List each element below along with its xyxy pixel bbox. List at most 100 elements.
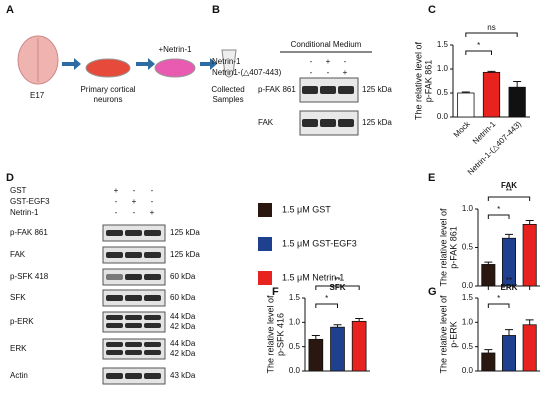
condition-sign: + [343,68,348,77]
blot-size: 125 kDa [170,228,200,237]
x-tick-label: Mock [452,119,473,140]
tube [221,49,237,78]
band [320,86,336,94]
y-tick-label: 0.0 [437,112,449,121]
treatment-label: +Netrin-1 [158,45,192,54]
significance-bracket [315,303,338,308]
band [320,119,336,127]
blot-size: 60 kDa [170,272,196,281]
band [125,323,142,328]
band [125,373,142,379]
y-tick-label: 1.5 [289,293,301,302]
arrow [62,58,81,70]
blot-name: p-FAK 861 [258,85,296,94]
samples-label: Collected [211,85,244,94]
bar [308,338,324,372]
error-bar [484,349,493,353]
condition-sign: - [133,208,136,217]
error-bar [525,220,534,225]
chart-title: FAK [501,181,517,190]
band [302,119,318,127]
band [125,342,142,347]
band [144,315,161,320]
legend-label: 1.5 μM GST [282,204,331,214]
blot-name: SFK [10,293,26,302]
band [338,86,354,94]
panel-label: C [428,4,436,16]
y-tick-label: 0.0 [289,366,301,375]
error-bar [505,233,513,239]
blot-name: p-ERK [10,317,34,326]
bar [508,86,526,118]
blot-name: FAK [258,118,274,127]
panel-a-drawing [17,35,237,85]
condition-sign: - [310,68,313,77]
y-axis-label: p-ERK [448,321,458,348]
panel-label: A [6,4,14,16]
significance-label: ** [506,276,512,285]
band [338,119,354,127]
stage-label: E17 [30,91,45,100]
y-tick-label: 1.5 [462,293,474,302]
y-axis-label: p-SFK 416 [275,313,285,356]
band [106,373,123,379]
significance-bracket [487,214,510,219]
band [106,323,123,328]
condition-sign: - [151,186,154,195]
band [106,295,123,301]
significance-label: * [497,205,500,214]
y-tick-label: 0.5 [437,88,449,97]
band [144,373,161,379]
y-axis-label: The relative level of [438,295,448,374]
significance-label: * [497,294,500,303]
condition-sign: + [114,186,119,195]
condition-sign: - [133,186,136,195]
band [144,350,161,355]
significance-bracket [465,50,492,55]
dish [154,58,196,78]
legend-swatch [258,203,272,217]
blot-size: 125 kDa [362,85,392,94]
blot-size: 125 kDa [362,118,392,127]
error-bar [333,324,342,328]
significance-label: ns [487,23,495,32]
significance-bracket [487,303,510,308]
y-axis-label: The relative level of [438,208,448,287]
y-tick-label: 0.0 [462,281,474,290]
panel-label: D [6,172,14,184]
band [106,274,123,280]
y-tick-label: 1.0 [437,64,449,73]
y-tick-label: 0.5 [289,342,301,351]
panel-label: F [272,286,279,298]
legend-label: 1.5 μM Netrin-1 [282,272,344,282]
condition-sign: - [344,57,347,66]
arrow [200,58,217,70]
condition-name: Netrin-1 [10,208,39,217]
samples-label: Samples [212,95,243,104]
band [125,350,142,355]
y-tick-label: 0.5 [462,243,474,252]
legend-swatch [258,237,272,251]
header: Conditional Medium [291,40,362,49]
condition-sign: + [150,208,155,217]
condition-sign: - [115,197,118,206]
significance-bracket [487,196,531,201]
arrow [136,58,155,70]
error-bar [484,261,493,265]
band [106,350,123,355]
y-tick-label: 1.0 [462,204,474,213]
y-axis-label: The relative level of [265,295,275,374]
error-bar [525,319,534,325]
condition-sign: - [327,68,330,77]
bar [457,92,475,118]
condition-sign: - [151,197,154,206]
band [125,315,142,320]
panel-label: G [428,286,437,298]
blot-name: p-SFK 418 [10,272,49,281]
blot-name: p-FAK 861 [10,228,48,237]
chart-title: SFK [330,283,346,292]
significance-label: ** [506,187,512,196]
band [144,230,161,236]
band [144,295,161,301]
blot-size: 44 kDa [170,312,196,321]
